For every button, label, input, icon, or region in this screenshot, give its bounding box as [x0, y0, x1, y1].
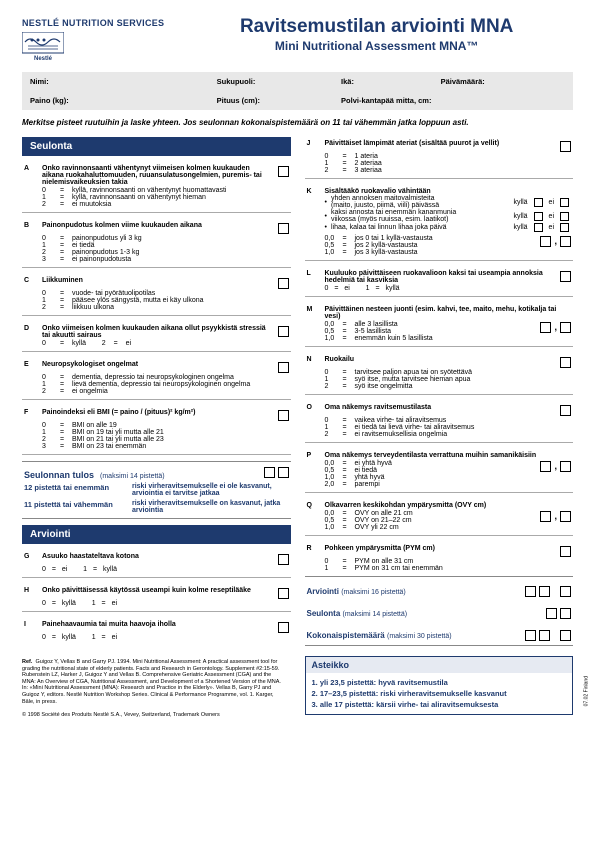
question-I: IPainehaavaumia tai muita haavoja iholla…	[22, 618, 291, 645]
left-column: Seulonta AOnko ravinnonsaanti vähentynyt…	[22, 137, 291, 718]
question-N: NRuokailu 0=tarvitsee paljon apua tai on…	[305, 353, 574, 395]
page-subtitle: Mini Nutritional Assessment MNA™	[180, 39, 573, 53]
label-knee: Polvi-kantapää mitta, cm:	[341, 96, 565, 105]
question-Q: QOlkavarren keskikohdan ympärysmitta (OV…	[305, 499, 574, 536]
question-D: DOnko viimeisen kolmen kuukauden aikana …	[22, 322, 291, 352]
question-L: LKuuluuko päivittäiseen ruokavalioon kak…	[305, 267, 574, 297]
question-B: BPainonpudotus kolmen viime kuukauden ai…	[22, 219, 291, 268]
question-R: RPohkeen ympärysmitta (PYM cm) 0=PYM on …	[305, 542, 574, 577]
question-A: AOnko ravinnonsaanti vähentynyt viimeise…	[22, 162, 291, 213]
score-box[interactable]	[560, 271, 571, 282]
label-name: Nimi:	[30, 77, 217, 86]
question-E: ENeuropsykologiset ongelmat 0=dementia, …	[22, 358, 291, 400]
nestle-logo-icon: Nestlé	[22, 32, 64, 62]
question-P: POma näkemys terveydentilasta verrattuna…	[305, 449, 574, 493]
asteikko-box: Asteikko 1. yli 23,5 pistettä: hyvä ravi…	[305, 656, 574, 715]
label-age: Ikä:	[341, 77, 441, 86]
score-seulonta: Seulonta (maksimi 14 pistettä)	[305, 605, 574, 621]
label-date: Päivämäärä:	[441, 77, 565, 86]
arviointi-header: Arviointi	[22, 525, 291, 544]
score-box[interactable]	[278, 223, 289, 234]
question-J: JPäivittäiset lämpimät ateriat (sisältää…	[305, 137, 574, 179]
question-G: GAsuuko haastateltava kotona 0 = ei 1 = …	[22, 550, 291, 578]
header: NESTLÉ NUTRITION SERVICES Nestlé Ravitse…	[22, 18, 573, 62]
brand-text: NESTLÉ NUTRITION SERVICES	[22, 18, 164, 28]
seulonta-result: Seulonnan tulos (maksimi 14 pistettä) 12…	[22, 461, 291, 519]
instruction-text: Merkitse pisteet ruutuihin ja laske yhte…	[22, 118, 573, 127]
question-M: MPäivittäinen nesteen juonti (esim. kahv…	[305, 303, 574, 347]
label-height: Pituus (cm):	[217, 96, 341, 105]
score-box[interactable]	[278, 622, 289, 633]
label-sex: Sukupuoli:	[217, 77, 341, 86]
score-box[interactable]	[560, 357, 571, 368]
question-C: CLiikkuminen 0=vuode- tai pyörätuolipoti…	[22, 274, 291, 316]
score-box[interactable]	[278, 410, 289, 421]
question-F: FPainoindeksi eli BMI (= paino / (pituus…	[22, 406, 291, 455]
patient-info-bar: Nimi: Sukupuoli: Ikä: Päivämäärä: Paino …	[22, 72, 573, 110]
score-box[interactable]	[278, 166, 289, 177]
label-weight: Paino (kg):	[30, 96, 217, 105]
question-K: KSisältääkö ruokavalio vähintään •yhden …	[305, 185, 574, 261]
svg-text:Nestlé: Nestlé	[34, 56, 53, 62]
seulonta-header: Seulonta	[22, 137, 291, 156]
score-box[interactable]	[560, 141, 571, 152]
question-O: OOma näkemys ravitsemustilasta 0=vaikea …	[305, 401, 574, 443]
score-box[interactable]	[278, 362, 289, 373]
score-box[interactable]	[278, 278, 289, 289]
score-box[interactable]	[278, 326, 289, 337]
score-box[interactable]	[278, 554, 289, 565]
score-arviointi: Arviointi (maksimi 16 pistettä)	[305, 583, 574, 599]
score-box[interactable]	[560, 405, 571, 416]
score-total: Kokonaispistemäärä (maksimi 30 pistettä)	[305, 627, 574, 646]
side-code: 07.02 Finland	[583, 676, 589, 706]
question-H: HOnko päivittäisessä käytössä useampi ku…	[22, 584, 291, 612]
score-box[interactable]	[560, 546, 571, 557]
score-box[interactable]	[278, 588, 289, 599]
page-title: Ravitsemustilan arviointi MNA	[180, 16, 573, 38]
right-column: JPäivittäiset lämpimät ateriat (sisältää…	[305, 137, 574, 718]
references: Ref. Guigoz Y, Vellas B and Garry PJ. 19…	[22, 659, 282, 718]
